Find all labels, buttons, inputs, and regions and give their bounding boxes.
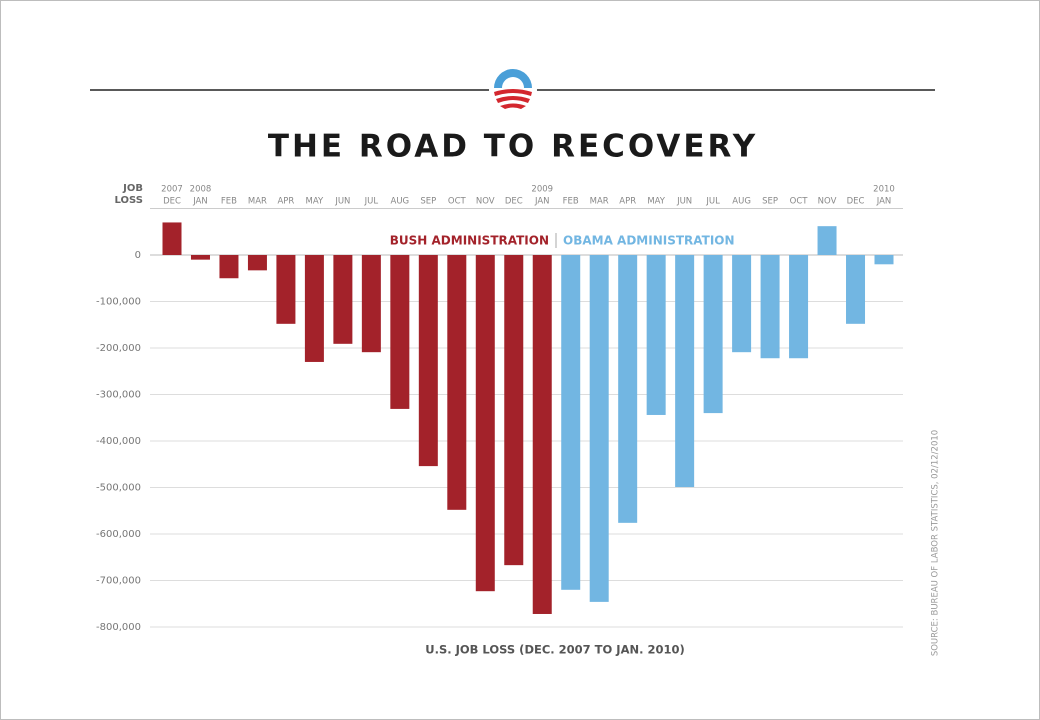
x-tick-label: AUG [732,197,751,207]
bar [646,255,666,415]
bar [846,255,866,324]
bar [789,255,809,359]
y-axis-label: JOB LOSS [114,183,143,206]
x-tick-label: OCT [448,197,467,207]
x-tick-label: DEC [847,197,865,207]
x-tick-label: NOV [476,197,495,207]
bar [589,255,609,602]
x-tick-label: OCT [790,197,809,207]
bar [390,255,410,409]
bar [447,255,467,510]
y-tick-label: 0 [135,250,141,261]
x-tick-label: JAN [192,197,208,207]
bar [874,255,894,265]
bar [418,255,438,467]
x-tick-label: JAN [534,197,550,207]
y-tick-label: -600,000 [96,529,141,540]
year-label: 2007 [161,185,183,195]
bar [760,255,780,359]
y-tick-label: -700,000 [96,576,141,587]
x-tick-label: JUN [334,197,350,207]
chart-title: THE ROAD TO RECOVERY [268,129,758,165]
x-tick-label: MAY [647,197,665,207]
x-tick-label: JUL [364,197,379,207]
x-axis-label: U.S. JOB LOSS (DEC. 2007 TO JAN. 2010) [425,643,684,657]
x-tick-label: JUN [676,197,692,207]
x-tick-label: SEP [762,197,778,207]
x-tick-label: SEP [420,197,436,207]
year-label: 2010 [873,185,895,195]
x-tick-label: MAR [248,197,267,207]
y-tick-label: -200,000 [96,343,141,354]
x-tick-label: MAY [306,197,324,207]
x-tick-label: APR [277,197,294,207]
bar [732,255,752,353]
bar [561,255,581,590]
bar [361,255,381,353]
bar [532,255,552,614]
x-tick-label: MAR [590,197,609,207]
bar [219,255,239,279]
bar [675,255,695,488]
year-label: 2009 [531,185,553,195]
bar [817,226,837,255]
bar [333,255,353,344]
bar [247,255,267,271]
x-tick-label: JUL [705,197,720,207]
x-tick-label: APR [619,197,636,207]
x-tick-label: JAN [876,197,892,207]
logo [489,66,537,114]
y-tick-label: -400,000 [96,436,141,447]
bar [162,222,182,255]
y-tick-label: -100,000 [96,297,141,308]
bar [304,255,324,362]
bar [276,255,296,324]
x-tick-label: AUG [391,197,410,207]
bar [475,255,495,592]
year-label: 2008 [190,185,212,195]
x-tick-label: NOV [818,197,837,207]
legend-entry: BUSH ADMINISTRATION [390,234,549,248]
x-tick-label: DEC [505,197,523,207]
bar [504,255,524,566]
x-tick-label: FEB [563,197,579,207]
source-note: SOURCE: BUREAU OF LABOR STATISTICS, 02/1… [931,430,941,656]
x-tick-label: FEB [221,197,237,207]
y-tick-label: -300,000 [96,390,141,401]
y-tick-label: -500,000 [96,483,141,494]
bar [618,255,638,523]
bar [703,255,723,414]
legend-entry: OBAMA ADMINISTRATION [563,234,735,248]
x-tick-label: DEC [163,197,181,207]
bar [190,255,210,260]
y-tick-label: -800,000 [96,622,141,633]
